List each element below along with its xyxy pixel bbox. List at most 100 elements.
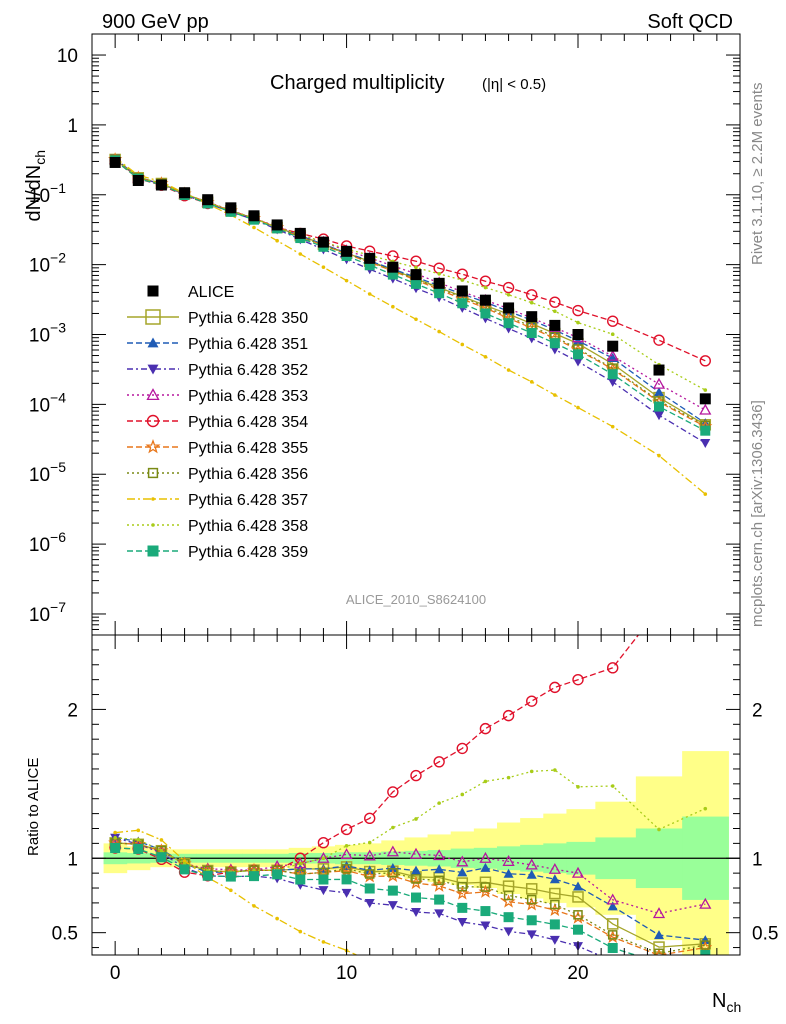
ratio-point <box>553 990 557 994</box>
series-point <box>344 278 349 283</box>
series-point <box>699 355 711 367</box>
ratio-point <box>549 874 560 884</box>
x-tick-label: 10 <box>336 963 357 984</box>
data-point <box>699 393 711 405</box>
ratio-point <box>344 843 349 848</box>
ratio-point <box>480 921 491 931</box>
ratio-point <box>483 779 488 784</box>
ratio-point <box>606 918 619 930</box>
legend-marker <box>151 497 155 501</box>
side-label-bottom: mcplots.cern.ch [arXiv:1306.3436] <box>749 400 766 627</box>
ratio-point <box>503 927 514 937</box>
ratio-point <box>182 859 187 863</box>
series-point <box>414 317 418 322</box>
legend-label: Pythia 6.428 354 <box>188 414 308 431</box>
ratio-point <box>526 869 537 879</box>
ratio-point <box>549 681 561 694</box>
series-point <box>529 380 534 384</box>
series-point <box>654 401 664 412</box>
ratio-point <box>572 891 584 903</box>
ratio-point <box>434 875 444 886</box>
series-point <box>700 438 711 448</box>
data-point <box>271 219 283 231</box>
series-line <box>114 159 706 362</box>
ratio-point <box>607 942 618 953</box>
ratio-point <box>607 930 618 940</box>
data-point <box>248 210 260 222</box>
legend-label: Pythia 6.428 352 <box>188 362 308 379</box>
ratio-point <box>576 992 580 996</box>
series-point <box>553 393 557 397</box>
ratio-point <box>391 965 395 969</box>
ratio-point <box>654 604 664 614</box>
series-point <box>387 269 398 280</box>
ratio-point <box>340 848 353 860</box>
ratio-point <box>411 892 421 903</box>
ratio-point <box>502 855 515 867</box>
ratio-point <box>411 865 421 875</box>
legend-marker <box>151 523 155 527</box>
ratio-point <box>526 894 537 905</box>
series-point <box>480 308 491 319</box>
ratio-point <box>364 812 376 825</box>
series-point <box>607 315 619 327</box>
ratio-point <box>654 969 664 978</box>
series-point <box>573 357 583 367</box>
x-tick-label: 20 <box>567 963 588 984</box>
series-point <box>700 425 711 436</box>
main-series <box>108 152 713 496</box>
series-point <box>526 289 538 301</box>
data-point <box>503 302 515 314</box>
data-point <box>479 294 491 306</box>
x-axis-label-main: N <box>712 990 726 1012</box>
y-tick-label: 10−4 <box>29 389 66 416</box>
ratio-point <box>414 817 418 821</box>
ratio-point <box>179 864 190 875</box>
ratio-point <box>159 838 164 842</box>
ratio-point <box>607 662 619 674</box>
legend-marker <box>147 285 159 297</box>
ratio-point <box>411 874 421 884</box>
series-point <box>364 260 375 271</box>
ratio-point <box>606 893 619 905</box>
data-point <box>387 261 399 273</box>
ratio-point <box>573 924 583 935</box>
ratio-point <box>364 869 375 879</box>
side-label-top: Rivet 3.1.10, ≥ 2.2M events <box>749 83 766 266</box>
series-point <box>610 424 615 429</box>
ratio-point <box>525 858 538 870</box>
ratio-point <box>549 935 560 945</box>
ratio-point <box>437 975 441 979</box>
ratio-point <box>576 785 580 789</box>
ratio-point <box>387 885 398 896</box>
legend-marker <box>146 414 160 428</box>
ratio-point <box>503 912 514 923</box>
header-right: Soft QCD <box>647 11 733 33</box>
ratio-point <box>526 930 537 940</box>
legend-label: Pythia 6.428 359 <box>188 544 308 561</box>
ratio-point <box>434 909 445 919</box>
x-axis-label: Nch <box>712 990 741 1015</box>
data-point <box>225 202 237 214</box>
ratio-axis-label: Ratio to ALICE <box>25 758 42 856</box>
series-point <box>502 281 515 294</box>
ratio-point <box>460 980 464 984</box>
legend-label: Pythia 6.428 357 <box>188 492 308 509</box>
data-point <box>607 340 619 352</box>
ratio-point <box>455 886 470 900</box>
ratio-point <box>318 886 329 896</box>
legend-label: Pythia 6.428 355 <box>188 440 308 457</box>
ratio-point <box>456 742 468 755</box>
series-point <box>703 492 708 496</box>
svg-text:dN/dNch: dN/dNch <box>23 150 48 222</box>
ratio-point <box>503 890 514 901</box>
y-tick-label: 1 <box>67 116 78 137</box>
ratio-point <box>457 918 468 928</box>
x-axis-label-sub: ch <box>726 999 741 1015</box>
ratio-point <box>699 897 712 909</box>
ratio-panel: 0.5 0.51 12 20 10 20 <box>52 604 778 996</box>
data-point <box>202 194 214 206</box>
series-point <box>437 271 441 276</box>
ratio-point <box>479 851 492 863</box>
legend-marker <box>147 545 159 557</box>
